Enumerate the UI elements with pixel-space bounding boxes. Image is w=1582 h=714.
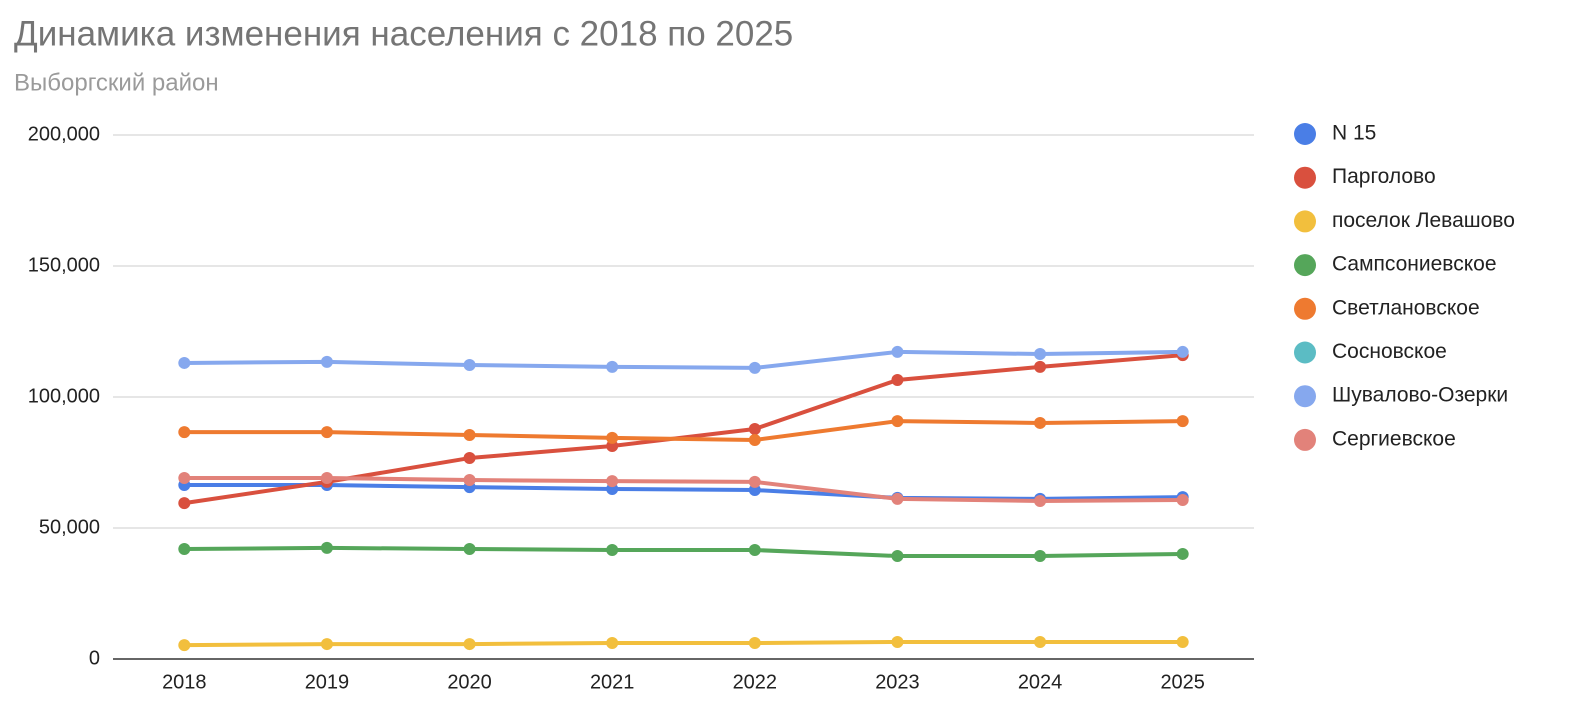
x-tick-label: 2023	[875, 671, 920, 693]
data-point	[320, 471, 333, 484]
series-line	[184, 483, 1183, 501]
data-point	[320, 426, 333, 439]
x-tick-label: 2025	[1160, 671, 1205, 693]
data-point	[178, 542, 191, 555]
data-point	[891, 415, 904, 428]
data-point	[606, 431, 619, 444]
data-point	[891, 550, 904, 563]
series-line	[184, 349, 1183, 370]
legend-label: Сергиевское	[1332, 427, 1456, 450]
chart-title: Динамика изменения населения с 2018 по 2…	[14, 14, 793, 53]
chart-subtitle: Выборгский район	[14, 69, 219, 96]
data-point	[463, 359, 476, 372]
y-tick-label: 0	[89, 647, 100, 669]
data-point	[320, 355, 333, 368]
y-tick-label: 100,000	[28, 385, 100, 407]
data-point	[320, 541, 333, 554]
series-line	[184, 545, 1183, 559]
legend-label: Парголово	[1332, 165, 1436, 188]
x-tick-label: 2020	[447, 671, 492, 693]
data-point	[891, 635, 904, 648]
data-point	[748, 544, 761, 557]
data-point	[748, 637, 761, 650]
data-point	[606, 360, 619, 373]
legend-label: поселок Левашово	[1332, 209, 1515, 232]
y-tick-label: 200,000	[28, 123, 100, 145]
legend-swatch	[1294, 341, 1316, 364]
y-tick-label: 150,000	[28, 254, 100, 276]
data-point	[748, 475, 761, 488]
legend-swatch	[1294, 254, 1316, 277]
data-point	[891, 345, 904, 358]
data-point	[178, 471, 191, 484]
data-point	[463, 428, 476, 441]
data-point	[1034, 550, 1047, 563]
data-point	[891, 492, 904, 505]
data-point	[320, 638, 333, 651]
data-point	[178, 639, 191, 652]
legend-swatch	[1294, 428, 1316, 451]
legend-swatch	[1294, 123, 1316, 145]
data-point	[1034, 360, 1047, 373]
data-point	[748, 361, 761, 374]
data-point	[178, 356, 191, 369]
data-point	[748, 422, 761, 435]
data-point	[1176, 493, 1189, 506]
data-point	[1176, 415, 1189, 428]
data-point	[463, 542, 476, 555]
x-tick-label: 2021	[590, 671, 635, 693]
legend-label: Сосновское	[1332, 340, 1447, 363]
data-point	[748, 433, 761, 446]
data-point	[178, 497, 191, 510]
legend-swatch	[1294, 166, 1316, 189]
legend-label: Светлановское	[1332, 296, 1480, 319]
legend-label: N 15	[1332, 122, 1376, 145]
legend-swatch	[1294, 210, 1316, 233]
data-point	[1034, 416, 1047, 429]
data-point	[463, 638, 476, 651]
data-point	[606, 544, 619, 557]
legend-label: Сампсониевское	[1332, 253, 1497, 276]
series-line	[184, 419, 1183, 442]
x-tick-label: 2022	[733, 671, 778, 693]
data-point	[1034, 495, 1047, 508]
legend-label: Шувалово-Озерки	[1332, 384, 1508, 407]
data-point	[463, 452, 476, 465]
data-point	[463, 474, 476, 487]
legend-swatch	[1294, 297, 1316, 320]
x-tick-label: 2024	[1018, 671, 1063, 693]
data-point	[606, 475, 619, 488]
data-point	[1176, 345, 1189, 358]
data-point	[1034, 348, 1047, 361]
data-point	[1034, 635, 1047, 648]
data-point	[1176, 547, 1189, 560]
y-tick-label: 50,000	[39, 516, 100, 538]
x-tick-label: 2019	[305, 671, 350, 693]
data-point	[606, 637, 619, 650]
data-point	[1176, 635, 1189, 648]
data-point	[891, 373, 904, 386]
series-line	[184, 639, 1183, 648]
x-tick-label: 2018	[162, 671, 207, 693]
data-point	[178, 426, 191, 439]
series-line	[184, 475, 1183, 504]
legend-swatch	[1294, 385, 1316, 408]
